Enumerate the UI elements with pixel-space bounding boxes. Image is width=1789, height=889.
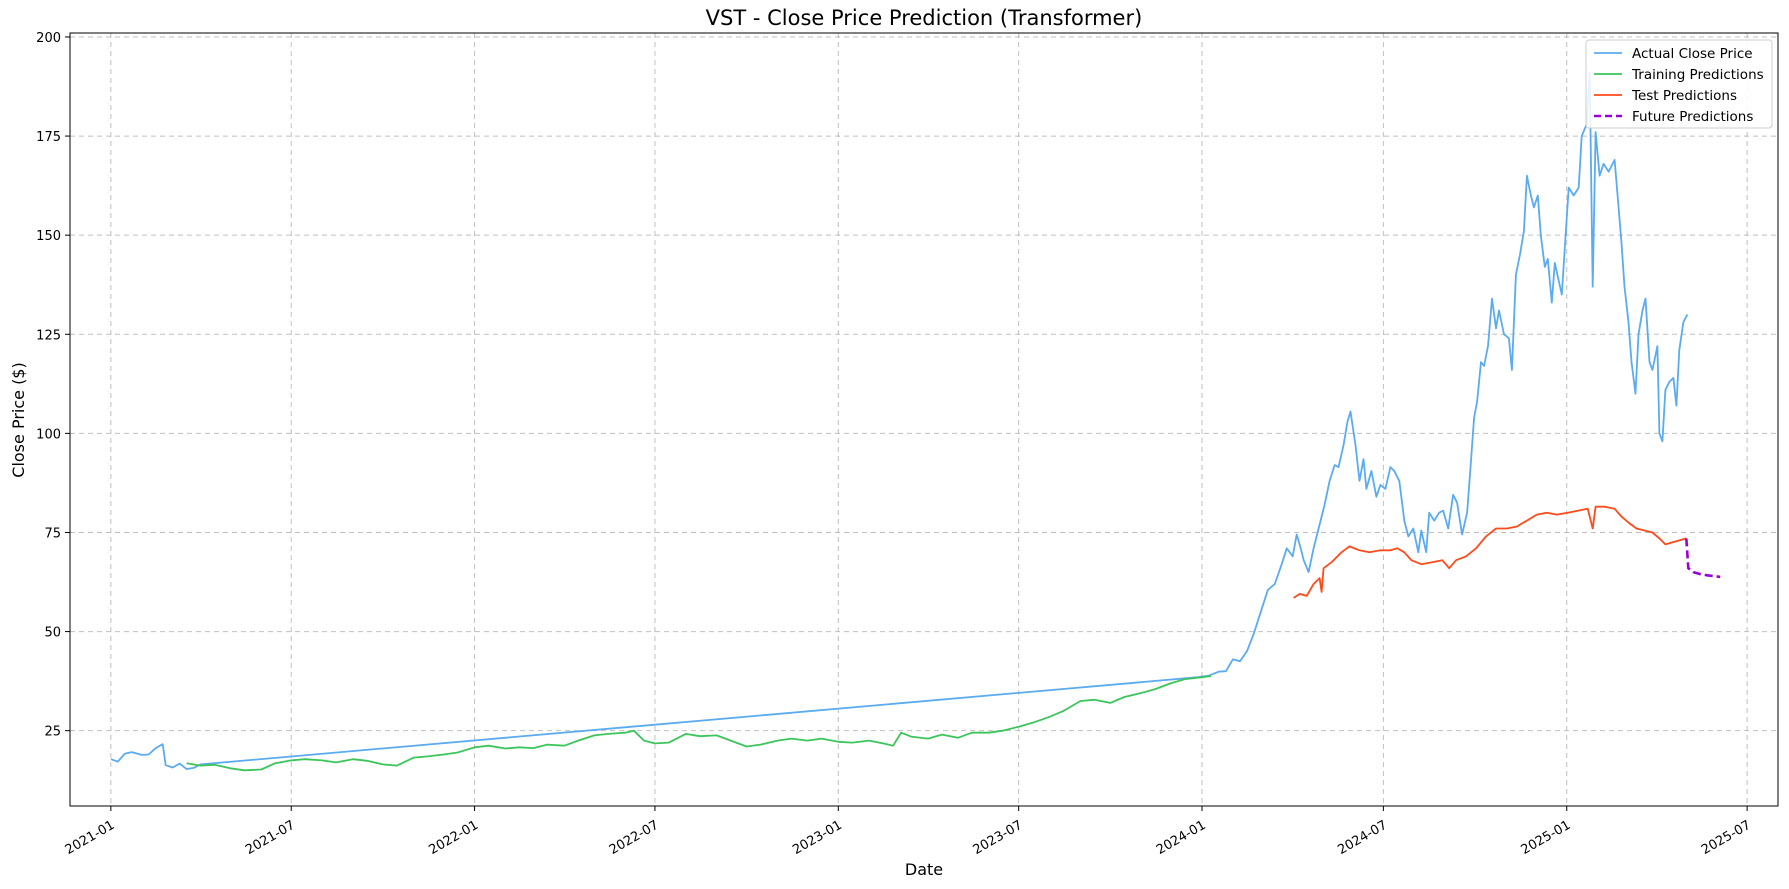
y-tick-label: 75: [44, 526, 61, 541]
x-axis-title: Date: [905, 860, 943, 879]
chart-title: VST - Close Price Prediction (Transforme…: [706, 6, 1143, 30]
series-line-2: [186, 675, 1212, 772]
plot-frame: [69, 32, 1779, 807]
legend-label: Test Predictions: [1631, 88, 1737, 104]
series-line-3: [1293, 505, 1687, 599]
legend-label: Actual Close Price: [1632, 46, 1753, 62]
series-line-1: [110, 71, 1689, 770]
y-tick-label: 100: [36, 427, 61, 442]
legend: Actual Close Price Training Predictions Te…: [1585, 39, 1773, 129]
series-line-4: [1685, 538, 1721, 579]
y-tick-label: 175: [36, 130, 61, 145]
legend-box: [1585, 39, 1773, 129]
y-axis-title: Close Price ($): [9, 362, 28, 477]
y-tick-label: 200: [36, 31, 61, 46]
series-layer: [110, 71, 1721, 772]
legend-label: Training Predictions: [1631, 67, 1764, 83]
y-tick-label: 125: [36, 328, 61, 343]
y-tick-label: 150: [36, 229, 61, 244]
grid: [70, 33, 1778, 806]
legend-label: Future Predictions: [1632, 109, 1753, 125]
y-tick-label: 50: [44, 626, 61, 641]
y-tick-label: 25: [44, 725, 61, 740]
